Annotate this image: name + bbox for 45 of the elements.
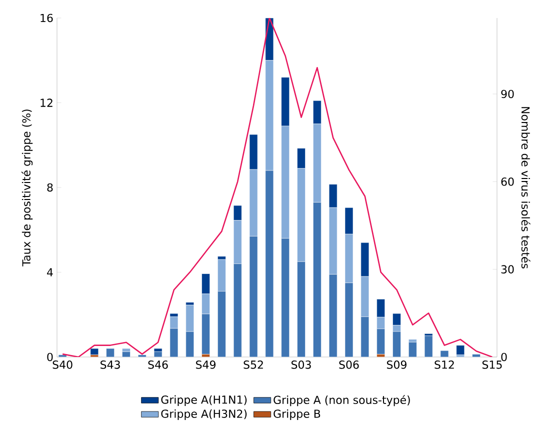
x-tick-label: S43 [100, 360, 120, 369]
bar [106, 348, 114, 357]
x-tick-label: S12 [434, 360, 454, 369]
x-tick-label: S06 [339, 360, 359, 369]
bar [328, 184, 338, 208]
bar [328, 207, 338, 275]
bar [360, 276, 370, 317]
bar [233, 220, 242, 264]
legend-label: Grippe A (non sous-typé) [274, 395, 410, 406]
y2-tick-label: 60 [501, 177, 514, 186]
y2-axis-title: Nombre de virus isolés testés [521, 107, 530, 268]
bar [186, 304, 194, 332]
legend-label: Grippe A(H1N1) [161, 395, 247, 406]
y-tick-label: 0 [47, 352, 53, 362]
x-tick-label: S46 [148, 360, 168, 369]
y-axis-title: Taux de positivité grippe (%) [22, 110, 33, 266]
legend-label: Grippe A(H3N2) [161, 409, 247, 420]
bar [313, 124, 322, 202]
y-tick-label: 4 [47, 268, 53, 276]
bar [360, 242, 370, 277]
bar [313, 100, 322, 124]
x-tick-label: S49 [196, 360, 216, 369]
y-tick-label: 12 [40, 98, 52, 107]
y2-tick-label: 30 [501, 265, 514, 274]
y2-tick-label: 90 [501, 90, 514, 98]
bar [297, 148, 306, 169]
y-tick-label: 16 [40, 14, 53, 22]
bar [472, 354, 480, 357]
bar [376, 298, 385, 318]
bar [202, 294, 210, 314]
line-series [62, 18, 493, 357]
x-tick-label: S09 [386, 360, 406, 369]
bar [202, 274, 210, 294]
bar [281, 77, 290, 126]
bar [297, 168, 306, 262]
y-tick-label: 8 [47, 183, 53, 192]
bar [440, 350, 449, 357]
y2-tick-label: 0 [501, 352, 507, 362]
x-tick-label: S52 [244, 360, 263, 369]
x-tick-label: S40 [52, 360, 72, 369]
bar [218, 259, 226, 292]
legend-label: Grippe B [274, 409, 320, 420]
bar [281, 126, 290, 238]
x-tick-label: S03 [292, 360, 311, 369]
x-tick-label: S15 [482, 360, 502, 369]
